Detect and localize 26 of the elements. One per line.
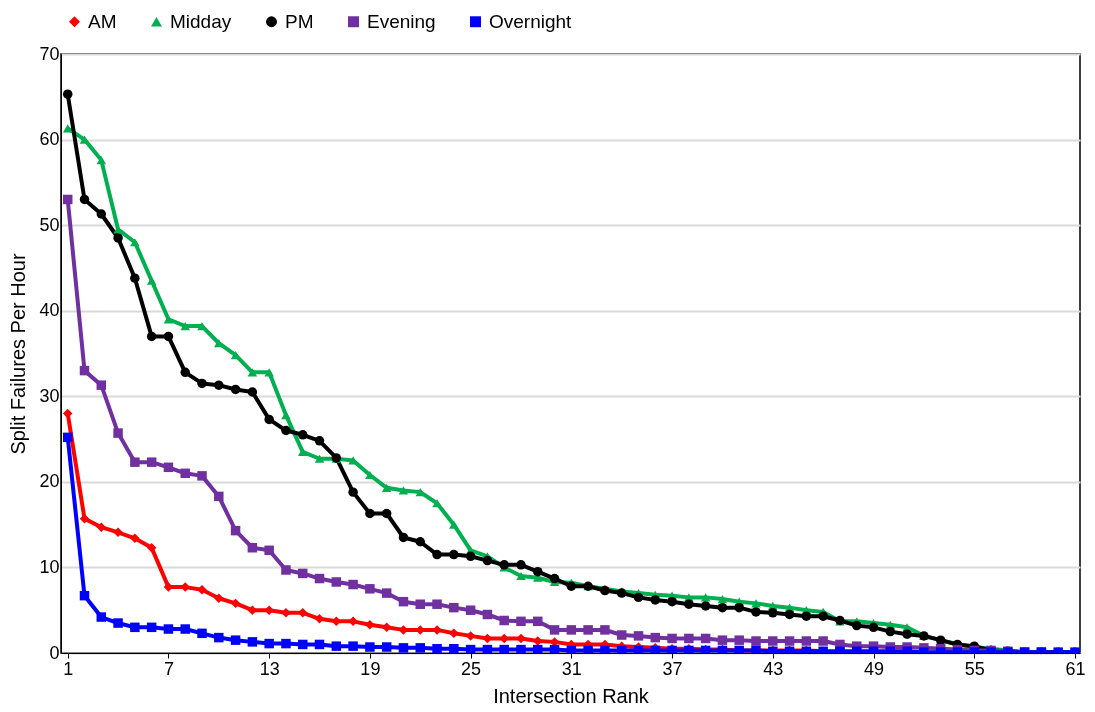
x-axis-title: Intersection Rank (493, 684, 650, 707)
y-tick-label: 40 (39, 300, 60, 321)
y-tick-label: 20 (39, 471, 60, 492)
x-tick-label: 25 (461, 658, 482, 679)
x-tick-label: 1 (63, 658, 74, 679)
legend-label: Overnight (489, 10, 573, 32)
legend-label: PM (285, 10, 314, 32)
x-tick-label: 55 (964, 658, 985, 679)
y-tick-label: 50 (39, 214, 60, 235)
y-tick-label: 70 (39, 43, 60, 64)
y-tick-label: 0 (49, 642, 60, 663)
y-tick-label: 60 (39, 129, 60, 150)
x-tick-label: 13 (259, 658, 280, 679)
x-tick-label: 7 (163, 658, 174, 679)
x-tick-label: 43 (763, 658, 784, 679)
legend-label: AM (88, 10, 117, 32)
y-axis-title: Split Failures Per Hour (7, 253, 30, 455)
legend-label: Evening (367, 10, 436, 32)
legend-label: Midday (170, 10, 232, 32)
x-tick-label: 49 (864, 658, 885, 679)
y-tick-label: 10 (39, 556, 60, 577)
y-tick-label: 30 (39, 385, 60, 406)
x-tick-label: 37 (662, 658, 683, 679)
x-tick-label: 19 (360, 658, 381, 679)
x-tick-label: 31 (561, 658, 582, 679)
x-tick-label: 61 (1065, 658, 1086, 679)
